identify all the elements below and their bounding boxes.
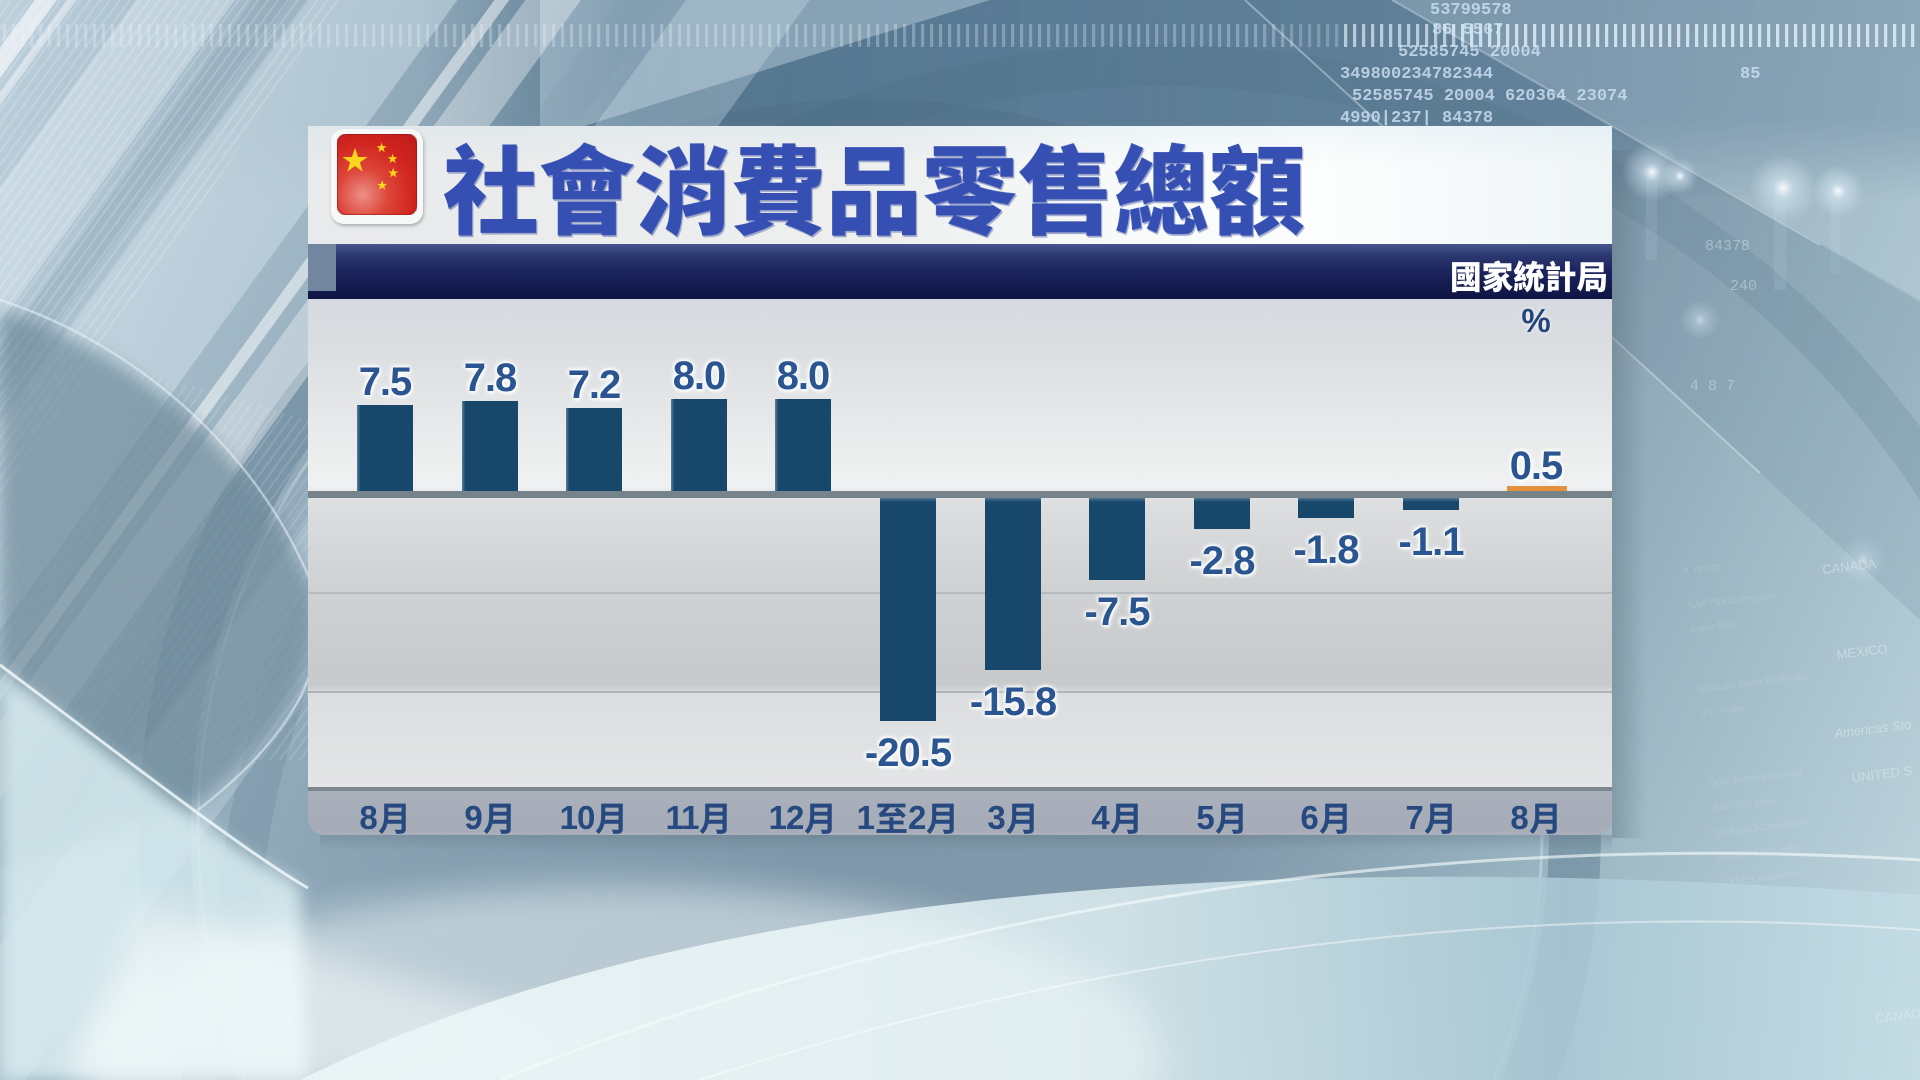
svg-text:Dow Jones Industrial: Dow Jones Industrial [1709,767,1802,789]
svg-text:CANADA: CANADA [1874,1005,1920,1027]
svg-text:Mexican Stock Exchange: Mexican Stock Exchange [1697,671,1810,696]
svg-text:NASDAQ Composite: NASDAQ Composite [1715,817,1809,839]
svg-text:4990|237| 84378: 4990|237| 84378 [1340,109,1493,128]
svg-text:4 8 7: 4 8 7 [1690,378,1735,395]
svg-text:52585745 20004: 52585745 20004 [1398,43,1541,62]
svg-text:240: 240 [1730,278,1757,295]
svg-text:Americas Sto: Americas Sto [1832,717,1912,741]
svg-text:84378: 84378 [1705,238,1750,255]
svg-text:a Venge: a Venge [1683,561,1721,576]
svg-text:IPC Index: IPC Index [1700,703,1745,719]
svg-text:Russell 1000 Index: Russell 1000 Index [1718,843,1804,864]
svg-text:52585745 20004 620364 23074: 52585745 20004 620364 23074 [1352,87,1627,106]
svg-text:Index Now: Index Now [1690,619,1739,636]
svg-text:85: 85 [1740,65,1760,84]
svg-text:53799578: 53799578 [1430,1,1512,20]
svg-text:SAP 500 Index: SAP 500 Index [1712,795,1779,814]
svg-text:86 5567: 86 5567 [1432,21,1503,40]
svg-text:349800234782344: 349800234782344 [1340,65,1493,84]
svg-text:MEXICO: MEXICO [1836,641,1889,662]
svg-text:CANADA: CANADA [1821,556,1877,578]
svg-text:SAPTSX Composite: SAPTSX Composite [1687,590,1778,612]
svg-text:UNITED S: UNITED S [1851,763,1913,785]
